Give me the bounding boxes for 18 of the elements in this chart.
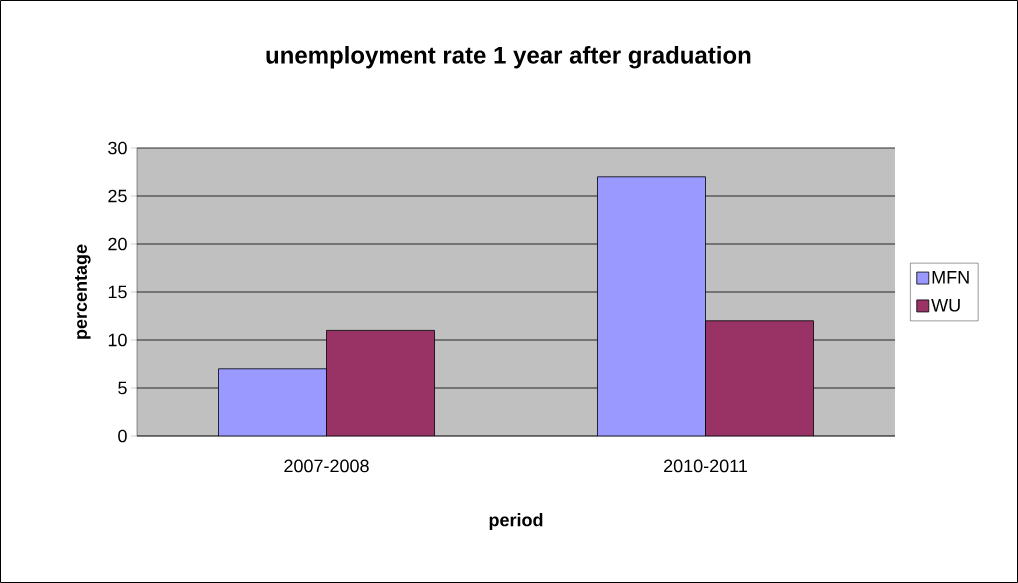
y-tick-label: 5 — [118, 381, 127, 395]
legend-label: MFN — [932, 271, 969, 284]
y-tick-label: 10 — [108, 333, 127, 347]
chart-title: unemployment rate 1 year after graduation — [266, 46, 751, 69]
y-tick-label: 25 — [108, 189, 127, 203]
y-tick-label: 20 — [108, 237, 127, 251]
bar — [218, 368, 327, 436]
x-axis-title: period — [489, 513, 543, 530]
legend-label: WU — [931, 298, 960, 312]
x-tick-label: 2010-2011 — [664, 459, 747, 473]
bar — [597, 176, 706, 436]
y-axis-title: percentage — [75, 244, 91, 339]
bar — [705, 320, 814, 436]
y-tick-label: 30 — [108, 141, 127, 155]
y-tick-label: 0 — [118, 429, 127, 443]
bar — [326, 330, 435, 436]
x-tick-label: 2007-2008 — [284, 459, 369, 473]
y-tick-label: 15 — [108, 285, 127, 299]
